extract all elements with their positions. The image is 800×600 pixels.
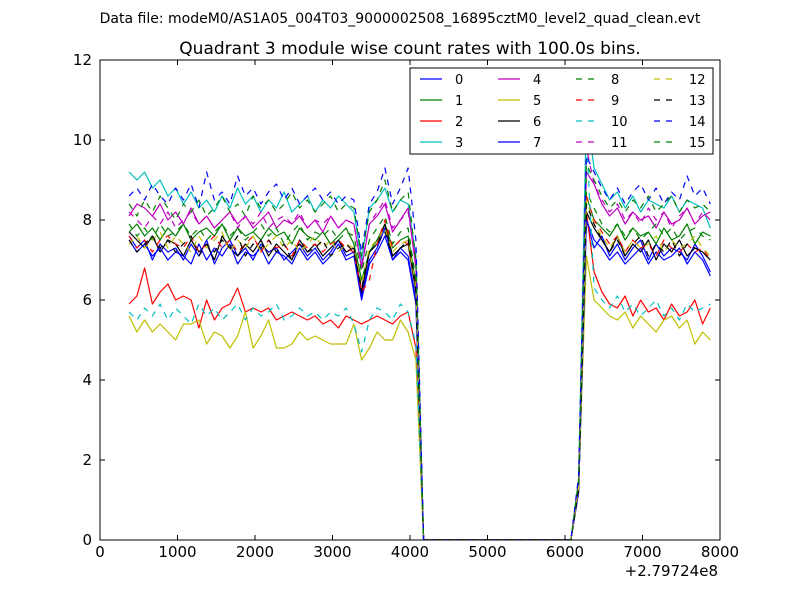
legend-label-11: 11 — [611, 136, 628, 151]
x-tick-label: 7000 — [623, 543, 661, 561]
legend-label-4: 4 — [533, 73, 541, 88]
x-tick-label: 6000 — [546, 543, 584, 561]
x-tick-label: 5000 — [468, 543, 506, 561]
y-tick-label: 4 — [82, 371, 92, 389]
y-tick-label: 2 — [82, 451, 92, 469]
legend-label-0: 0 — [455, 73, 463, 88]
legend-label-15: 15 — [689, 136, 706, 151]
legend-label-7: 7 — [533, 136, 541, 151]
x-tick-label: 4000 — [391, 543, 429, 561]
x-tick-label: 3000 — [313, 543, 351, 561]
legend-label-8: 8 — [611, 73, 619, 88]
legend-label-5: 5 — [533, 94, 541, 109]
legend-label-10: 10 — [611, 115, 628, 130]
x-offset-label: +2.79724e8 — [625, 562, 718, 580]
legend-label-3: 3 — [455, 136, 463, 151]
legend-label-1: 1 — [455, 94, 463, 109]
chart-title: Quadrant 3 module wise count rates with … — [179, 39, 640, 59]
legend-label-2: 2 — [455, 115, 463, 130]
series-line-13 — [128, 203, 711, 540]
series-line-10 — [128, 135, 711, 540]
y-tick-label: 8 — [82, 211, 92, 229]
series-line-11 — [128, 147, 711, 540]
series-layer — [128, 111, 711, 540]
y-tick-label: 12 — [73, 51, 92, 69]
legend-label-9: 9 — [611, 94, 619, 109]
legend-label-12: 12 — [689, 73, 706, 88]
series-line-14 — [128, 155, 711, 540]
legend-label-6: 6 — [533, 115, 541, 130]
series-line-5 — [128, 255, 711, 540]
series-line-15 — [128, 163, 711, 540]
axes-layer: 0 1000 2000 3000 4000 5000 6000 7000 80000246810… — [73, 51, 739, 561]
legend-label-14: 14 — [689, 115, 706, 130]
y-tick-label: 10 — [73, 131, 92, 149]
series-line-9 — [128, 195, 711, 540]
y-tick-label: 6 — [82, 291, 92, 309]
x-tick-label: 8000 — [701, 543, 739, 561]
legend-label-13: 13 — [689, 94, 706, 109]
y-tick-label: 0 — [82, 531, 92, 549]
x-tick-label: 2000 — [236, 543, 274, 561]
data-file-label: Data file: modeM0/AS1A05_004T03_90000025… — [100, 11, 701, 27]
x-tick-label: 0 — [95, 543, 105, 561]
legend-box — [409, 67, 714, 155]
x-tick-label: 1000 — [158, 543, 196, 561]
